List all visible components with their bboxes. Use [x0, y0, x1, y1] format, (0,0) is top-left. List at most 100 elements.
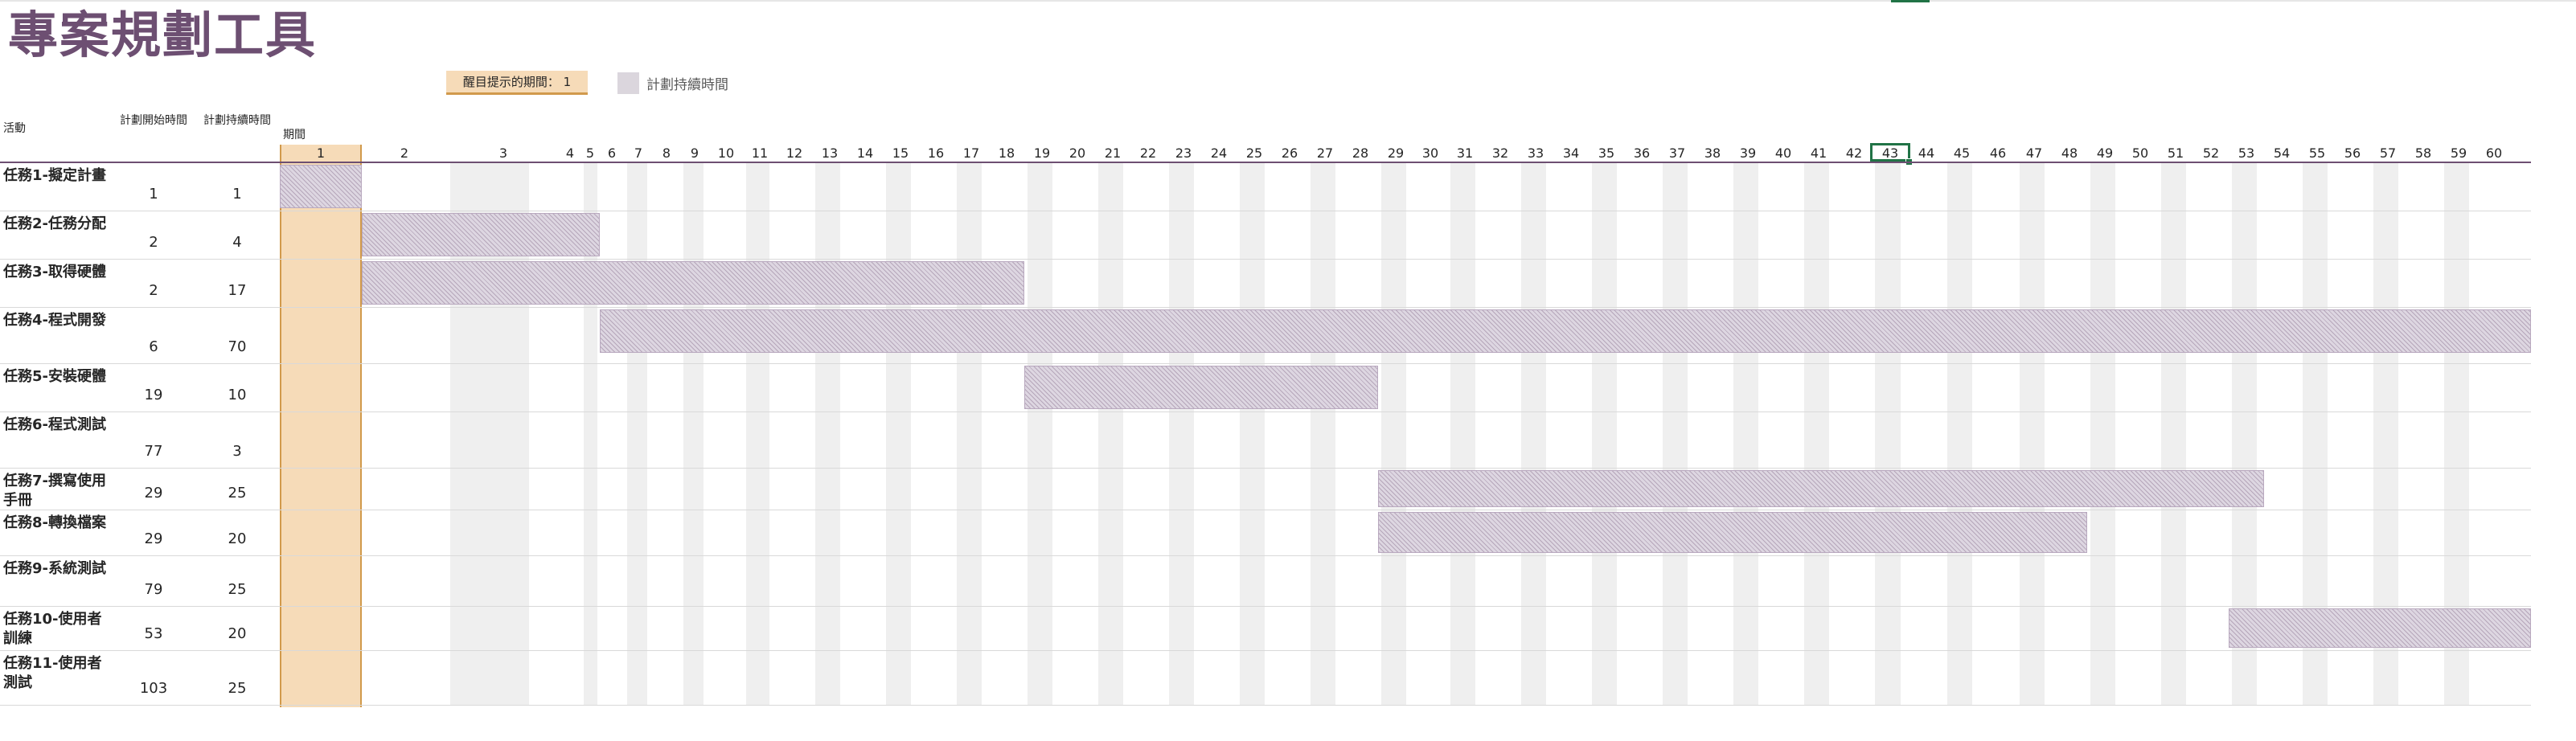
- period-number[interactable]: 16: [927, 145, 945, 161]
- task-plan-start[interactable]: 103: [139, 680, 168, 697]
- period-number[interactable]: 54: [2273, 145, 2291, 161]
- period-number[interactable]: 17: [962, 145, 980, 161]
- task-name[interactable]: 任務11-使用者測試: [3, 655, 102, 691]
- period-number[interactable]: 50: [2131, 145, 2149, 161]
- task-plan-duration[interactable]: 70: [228, 338, 247, 355]
- period-number[interactable]: 11: [751, 145, 769, 161]
- plan-duration-bar[interactable]: [1024, 366, 1378, 409]
- period-number[interactable]: 22: [1139, 145, 1157, 161]
- period-number[interactable]: 10: [717, 145, 735, 161]
- task-plan-duration[interactable]: 20: [228, 530, 247, 547]
- period-number[interactable]: 26: [1281, 145, 1298, 161]
- period-number[interactable]: 56: [2344, 145, 2361, 161]
- task-name[interactable]: 任務8-轉換檔案: [3, 514, 106, 531]
- period-number[interactable]: 34: [1562, 145, 1580, 161]
- task-plan-duration[interactable]: 25: [228, 581, 247, 598]
- period-number[interactable]: 28: [1352, 145, 1369, 161]
- task-name[interactable]: 任務6-程式測試: [3, 416, 106, 433]
- period-number[interactable]: 48: [2061, 145, 2078, 161]
- plan-duration-bar[interactable]: [600, 309, 2531, 353]
- period-number[interactable]: 55: [2308, 145, 2326, 161]
- period-number[interactable]: 21: [1104, 145, 1122, 161]
- period-number[interactable]: 38: [1704, 145, 1721, 161]
- period-number[interactable]: 5: [585, 145, 595, 161]
- plan-duration-bar[interactable]: [362, 261, 1024, 305]
- task-plan-start[interactable]: 29: [144, 530, 163, 547]
- plan-duration-bar[interactable]: [362, 213, 600, 256]
- period-number[interactable]: 24: [1210, 145, 1228, 161]
- task-plan-duration[interactable]: 17: [228, 282, 247, 299]
- task-name[interactable]: 任務4-程式開發: [3, 312, 106, 329]
- task-plan-start[interactable]: 77: [144, 443, 163, 460]
- period-number[interactable]: 53: [2238, 145, 2255, 161]
- highlight-period-label[interactable]: 醒目提示的期間： 1: [446, 71, 588, 95]
- plan-duration-bar[interactable]: [1378, 512, 2087, 553]
- period-number[interactable]: 8: [662, 145, 671, 161]
- period-number[interactable]: 20: [1069, 145, 1086, 161]
- period-number[interactable]: 7: [634, 145, 643, 161]
- period-number[interactable]: 33: [1527, 145, 1544, 161]
- period-number[interactable]: 4: [565, 145, 575, 161]
- task-plan-start[interactable]: 1: [149, 186, 158, 203]
- period-number[interactable]: 15: [892, 145, 909, 161]
- selected-cell[interactable]: [1870, 143, 1910, 162]
- period-number[interactable]: 40: [1774, 145, 1792, 161]
- task-name[interactable]: 任務2-任務分配: [3, 215, 106, 232]
- plan-duration-bar[interactable]: [1378, 470, 2264, 507]
- period-number[interactable]: 23: [1175, 145, 1192, 161]
- period-number[interactable]: 25: [1245, 145, 1263, 161]
- plan-duration-bar[interactable]: [2229, 608, 2531, 648]
- plan-duration-bar[interactable]: [280, 165, 362, 208]
- period-number[interactable]: 31: [1456, 145, 1474, 161]
- period-number[interactable]: 19: [1033, 145, 1051, 161]
- task-plan-start[interactable]: 29: [144, 485, 163, 502]
- period-number[interactable]: 60: [2485, 145, 2503, 161]
- period-number[interactable]: 46: [1989, 145, 2007, 161]
- period-number[interactable]: 58: [2414, 145, 2432, 161]
- period-number[interactable]: 51: [2167, 145, 2184, 161]
- period-number[interactable]: 9: [690, 145, 699, 161]
- period-number[interactable]: 43: [1881, 145, 1899, 161]
- period-number[interactable]: 2: [400, 145, 409, 161]
- task-name[interactable]: 任務3-取得硬體: [3, 264, 106, 280]
- task-name[interactable]: 任務5-安裝硬體: [3, 368, 106, 385]
- period-number[interactable]: 42: [1845, 145, 1863, 161]
- period-number[interactable]: 49: [2096, 145, 2114, 161]
- task-name[interactable]: 任務1-擬定計畫: [3, 167, 106, 184]
- period-number[interactable]: 35: [1598, 145, 1615, 161]
- period-number[interactable]: 3: [498, 145, 508, 161]
- period-number[interactable]: 6: [607, 145, 617, 161]
- period-number[interactable]: 39: [1739, 145, 1757, 161]
- task-plan-duration[interactable]: 4: [232, 234, 242, 251]
- task-name[interactable]: 任務7-撰寫使用手冊: [3, 473, 106, 509]
- task-plan-duration[interactable]: 25: [228, 485, 247, 502]
- task-plan-duration[interactable]: 25: [228, 680, 247, 697]
- period-number[interactable]: 57: [2379, 145, 2397, 161]
- period-number[interactable]: 47: [2025, 145, 2043, 161]
- period-number[interactable]: 14: [856, 145, 874, 161]
- period-number[interactable]: 36: [1633, 145, 1651, 161]
- period-number[interactable]: 52: [2202, 145, 2220, 161]
- task-plan-duration[interactable]: 1: [232, 186, 242, 203]
- task-name[interactable]: 任務9-系統測試: [3, 560, 106, 577]
- task-plan-start[interactable]: 79: [144, 581, 163, 598]
- period-number[interactable]: 44: [1918, 145, 1935, 161]
- task-plan-start[interactable]: 2: [149, 234, 158, 251]
- period-number[interactable]: 45: [1953, 145, 1971, 161]
- period-number[interactable]: 18: [998, 145, 1015, 161]
- task-plan-start[interactable]: 53: [144, 625, 163, 642]
- period-number[interactable]: 37: [1668, 145, 1686, 161]
- task-plan-duration[interactable]: 10: [228, 387, 247, 403]
- period-number[interactable]: 30: [1421, 145, 1439, 161]
- period-number[interactable]: 13: [821, 145, 839, 161]
- period-number[interactable]: 32: [1491, 145, 1509, 161]
- task-plan-duration[interactable]: 3: [232, 443, 242, 460]
- period-number[interactable]: 29: [1387, 145, 1405, 161]
- task-name[interactable]: 任務10-使用者訓練: [3, 611, 102, 647]
- task-plan-duration[interactable]: 20: [228, 625, 247, 642]
- task-plan-start[interactable]: 6: [149, 338, 158, 355]
- period-number[interactable]: 1: [316, 145, 326, 161]
- period-number[interactable]: 27: [1316, 145, 1334, 161]
- period-number[interactable]: 41: [1810, 145, 1827, 161]
- period-number[interactable]: 59: [2450, 145, 2467, 161]
